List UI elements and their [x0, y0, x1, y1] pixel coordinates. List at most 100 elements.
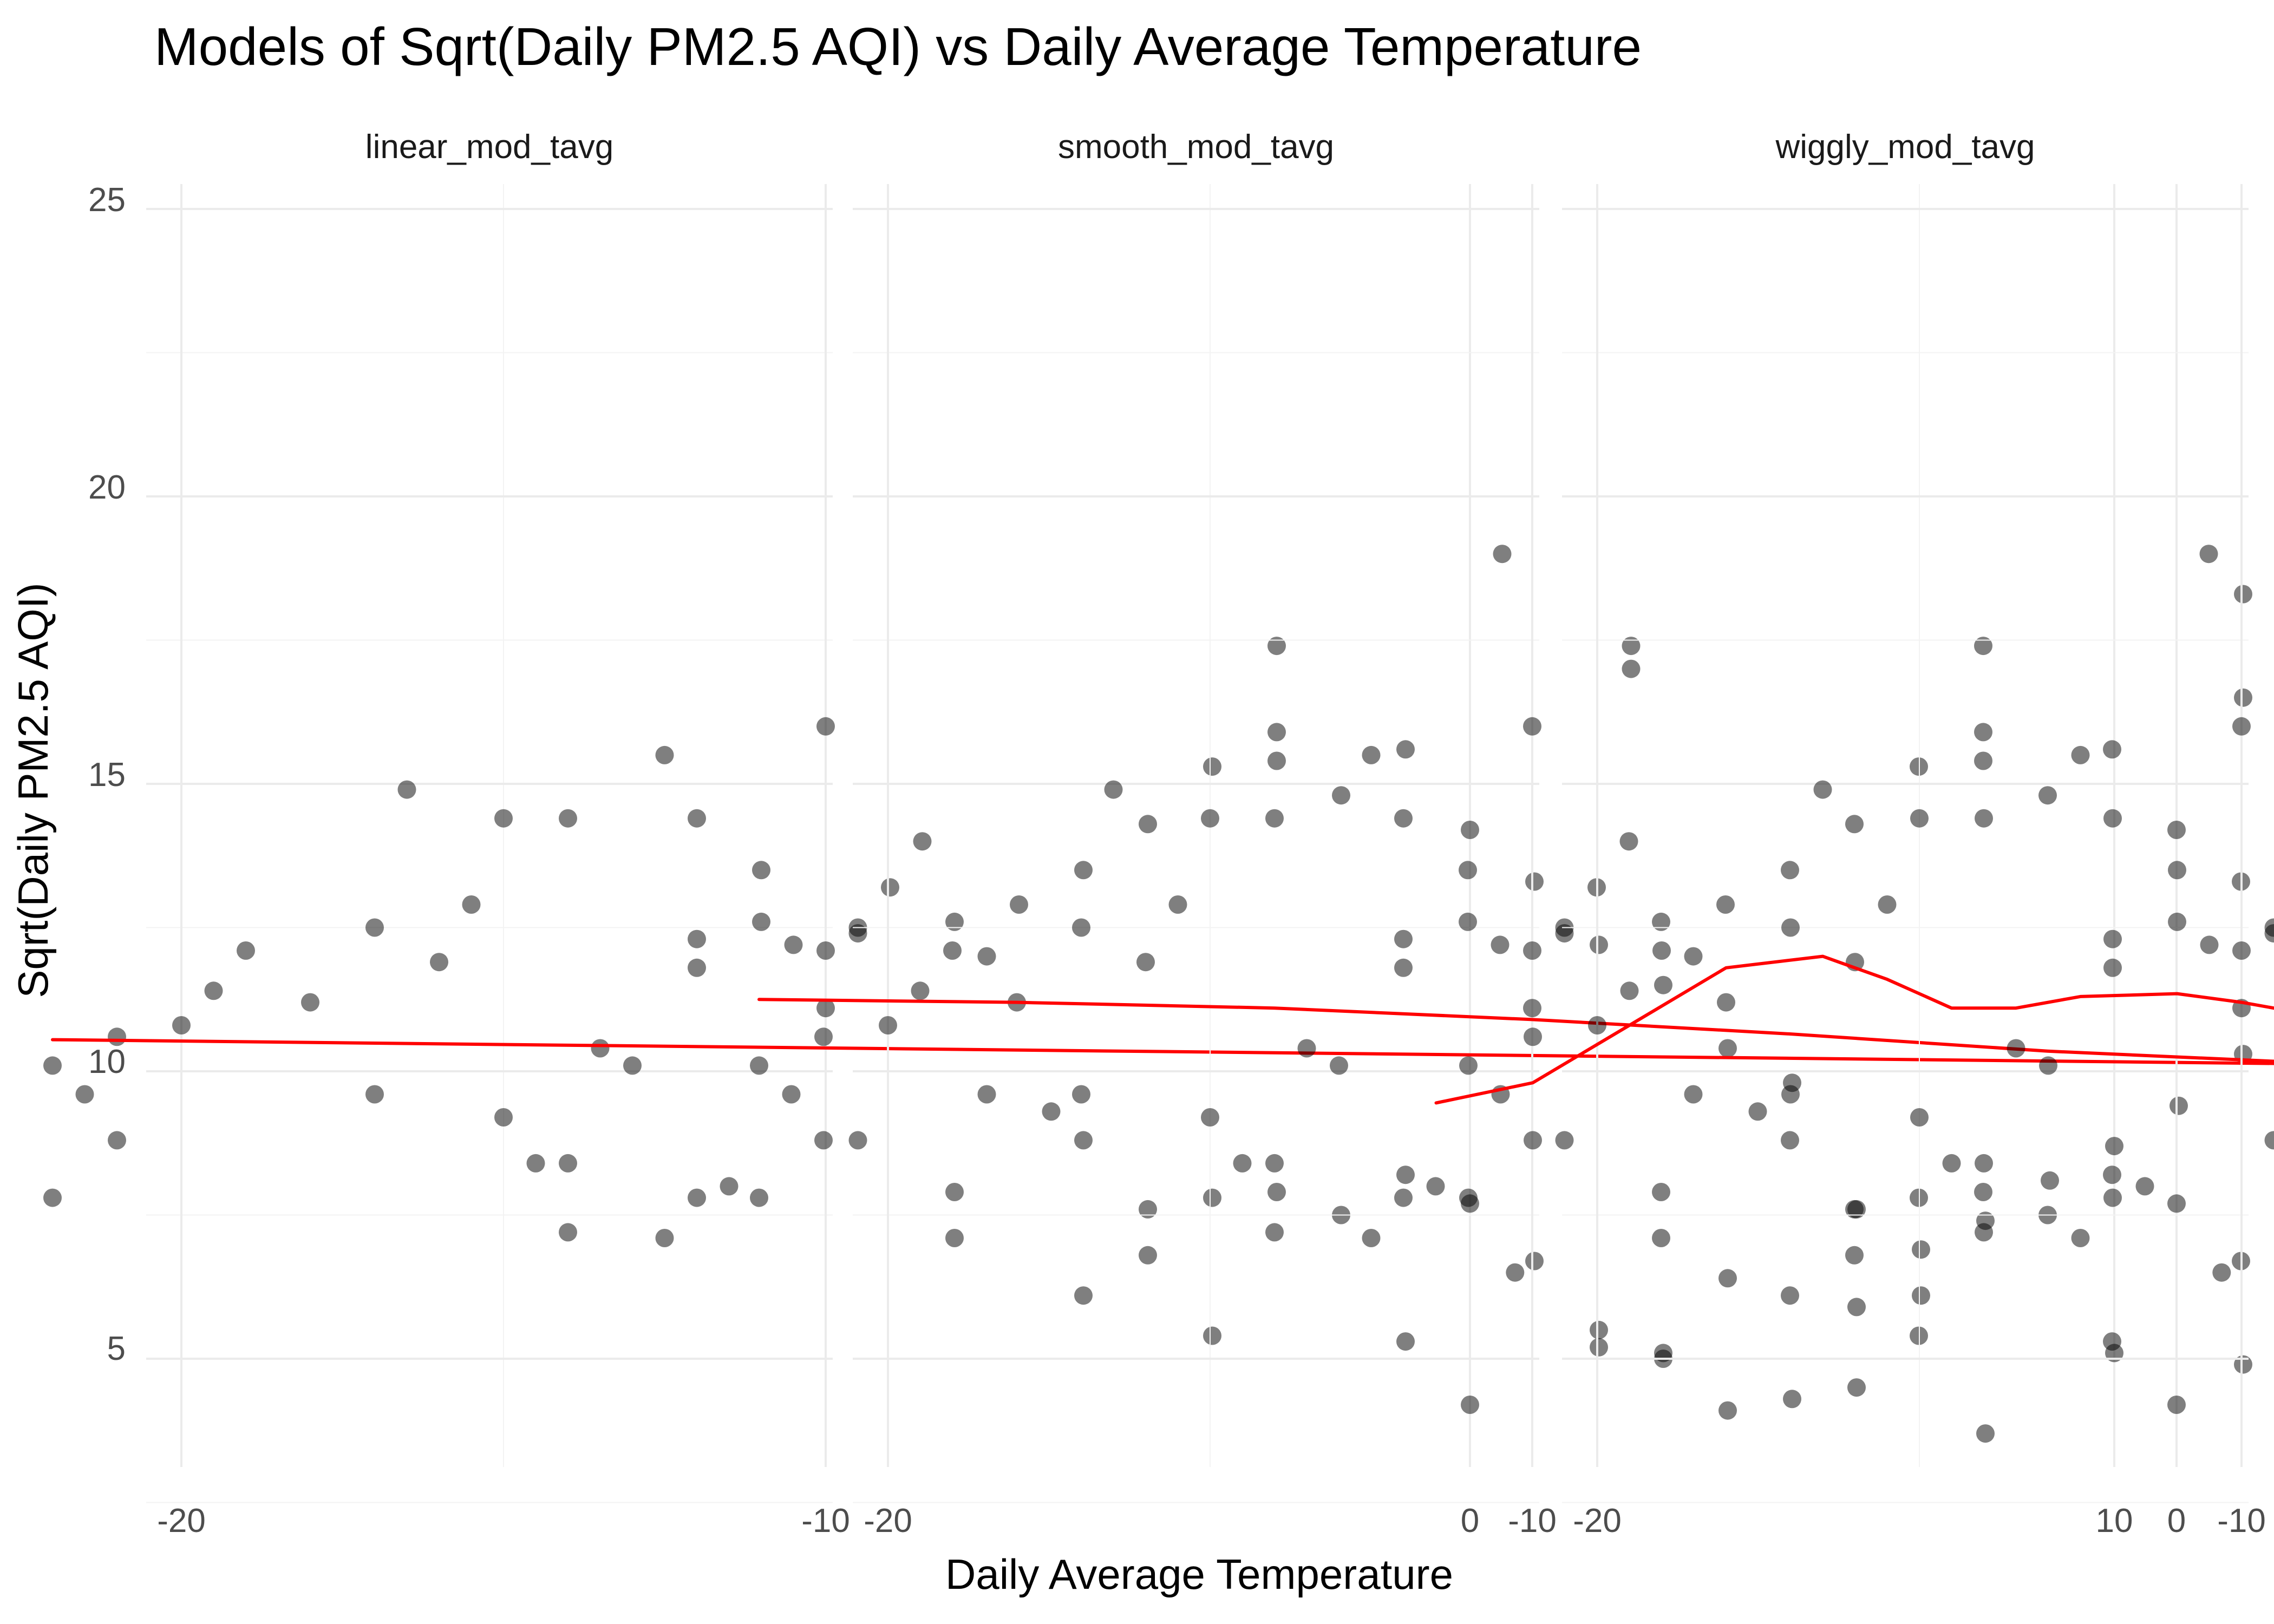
y-tick-label: 10	[88, 1043, 126, 1081]
scatter-point	[1267, 723, 1286, 742]
x-tick-label: 0	[2167, 1502, 2186, 1540]
scatter-point	[1976, 1424, 1995, 1443]
scatter-point	[237, 941, 255, 960]
y-tick-label: 20	[88, 469, 126, 506]
scatter-point	[688, 1188, 706, 1207]
scatter-point	[1523, 941, 1541, 960]
scatter-point	[397, 780, 416, 799]
scatter-point	[1847, 1298, 1866, 1317]
scatter-point	[848, 1131, 867, 1150]
scatter-point	[1619, 832, 1638, 851]
scatter-point	[2041, 1171, 2059, 1190]
scatter-point	[752, 861, 770, 880]
facet-strip-label: linear_mod_tavg	[365, 128, 613, 166]
scatter-point	[1330, 1056, 1348, 1075]
scatter-point	[1396, 1165, 1415, 1184]
scatter-point	[1718, 1401, 1737, 1420]
scatter-point	[784, 935, 803, 954]
y-axis-title: Sqrt(Daily PM2.5 AQI)	[9, 582, 57, 998]
scatter-point	[2007, 1039, 2025, 1058]
scatter-point	[688, 958, 706, 977]
scatter-point	[1265, 1154, 1284, 1173]
scatter-point	[1783, 1390, 1801, 1409]
scatter-point	[1074, 1286, 1093, 1305]
scatter-point	[1139, 1246, 1157, 1265]
scatter-point	[1461, 821, 1479, 839]
scatter-point	[1203, 1326, 1221, 1345]
scatter-point	[2071, 745, 2090, 764]
scatter-point	[1332, 786, 1350, 805]
scatter-point	[2232, 941, 2251, 960]
scatter-points	[750, 545, 2250, 1414]
scatter-point	[945, 1183, 964, 1201]
scatter-point	[1233, 1154, 1252, 1173]
scatter-point	[1588, 1016, 1606, 1034]
scatter-point	[1459, 1188, 1478, 1207]
scatter-point	[1912, 1286, 1930, 1305]
scatter-point	[1781, 1085, 1800, 1104]
scatter-point	[1974, 723, 1992, 742]
scatter-point	[1590, 1338, 1608, 1357]
scatter-point	[1718, 1039, 1737, 1058]
scatter-point	[1072, 918, 1090, 937]
scatter-point	[430, 953, 448, 972]
scatter-point	[2103, 809, 2122, 828]
y-tick-labels: 5 10 15 20 25	[88, 181, 126, 1367]
scatter-point	[591, 1039, 610, 1058]
scatter-point	[1620, 981, 1639, 1000]
scatter-point	[1459, 1056, 1478, 1075]
scatter-point	[1652, 941, 1671, 960]
scatter-point	[1461, 1396, 1479, 1414]
scatter-point	[1622, 659, 1641, 678]
scatter-point	[2170, 1096, 2188, 1115]
y-tick-label: 15	[88, 756, 126, 794]
facets-layer: -20-100102030linear_mod_tavg-20-10010203…	[43, 128, 2274, 1540]
scatter-point	[1652, 912, 1670, 931]
x-tick-label: -20	[864, 1502, 912, 1540]
facet-strip-label: smooth_mod_tavg	[1058, 128, 1334, 166]
scatter-point	[1974, 637, 1992, 656]
scatter-point	[2200, 935, 2219, 954]
x-tick-label: -20	[157, 1502, 206, 1540]
scatter-point	[2103, 740, 2121, 759]
scatter-point	[1072, 1085, 1090, 1104]
scatter-point	[494, 1108, 513, 1127]
scatter-point	[1396, 1332, 1415, 1351]
scatter-point	[1910, 1108, 1929, 1127]
scatter-point	[1168, 895, 1187, 914]
scatter-point	[2234, 688, 2252, 707]
x-tick-label: -10	[2217, 1502, 2266, 1540]
scatter-point	[172, 1016, 191, 1034]
model-fit-line	[51, 1038, 2274, 1065]
scatter-point	[559, 809, 577, 828]
scatter-point	[1716, 895, 1735, 914]
scatter-point	[1394, 929, 1413, 948]
scatter-point	[1459, 861, 1477, 880]
scatter-point	[1506, 1263, 1525, 1282]
scatter-point	[943, 941, 962, 960]
scatter-point	[1717, 993, 1735, 1012]
scatter-point	[1139, 815, 1157, 834]
scatter-point	[2105, 1137, 2123, 1156]
scatter-point	[1265, 809, 1284, 828]
scatter-point	[1845, 815, 1864, 834]
scatter-point	[1975, 1223, 1993, 1242]
scatter-point	[1136, 953, 1155, 972]
scatter-point	[750, 1056, 768, 1075]
scatter-point	[365, 1085, 384, 1104]
scatter-point	[1394, 809, 1413, 828]
scatter-point	[1525, 1252, 1544, 1271]
scatter-point	[1267, 751, 1286, 770]
scatter-point	[750, 1188, 768, 1207]
scatter-point	[1974, 751, 1992, 770]
scatter-point	[1396, 740, 1415, 759]
scatter-point	[1203, 757, 1221, 776]
facet-panel-smooth-mod-tavg: -20-100102030smooth_mod_tavg	[750, 128, 2274, 1540]
scatter-point	[1654, 975, 1672, 994]
scatter-points	[43, 545, 2252, 1443]
scatter-point	[2167, 1396, 2186, 1414]
scatter-point	[2168, 861, 2186, 880]
scatter-point	[1622, 637, 1641, 656]
scatter-point	[1878, 895, 1897, 914]
